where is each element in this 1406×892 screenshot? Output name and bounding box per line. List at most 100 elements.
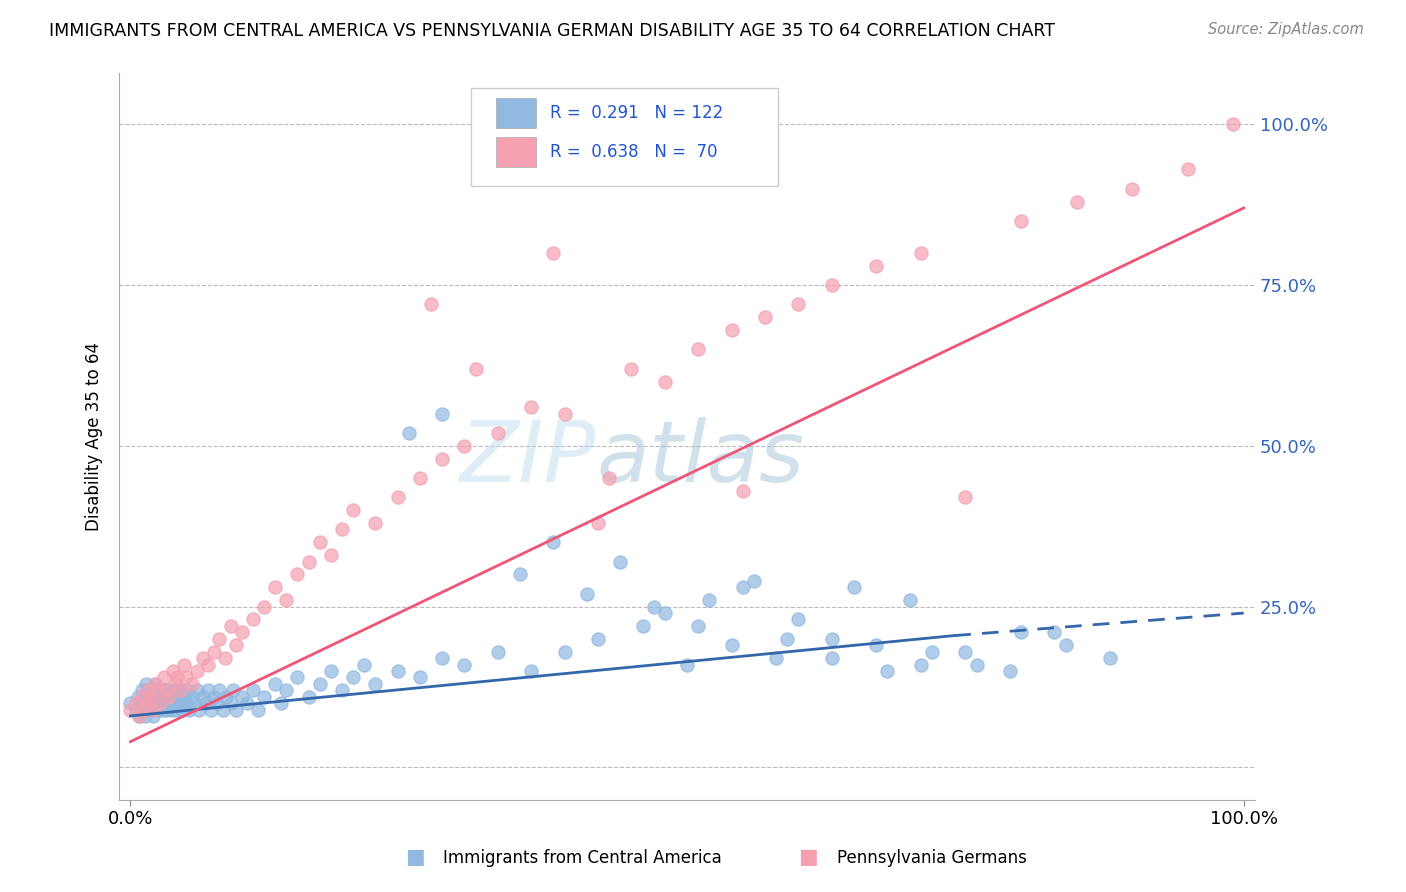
Point (179, 702, 201, 716)
Point (142, 709, 165, 723)
Point (387, 664, 409, 678)
Point (430, 651, 453, 665)
Point (787, 297, 810, 311)
Point (742, 574, 765, 588)
Point (253, 690, 276, 704)
Point (387, 491, 409, 505)
Point (297, 690, 319, 704)
Point (910, 246, 932, 260)
Y-axis label: Disability Age 35 to 64: Disability Age 35 to 64 (86, 342, 103, 531)
Point (1066, 194, 1088, 209)
Text: ZIP: ZIP (460, 417, 596, 500)
Point (208, 632, 231, 646)
Point (183, 696, 205, 710)
Point (120, 702, 142, 716)
Point (409, 471, 432, 485)
Point (276, 593, 298, 607)
Point (308, 677, 330, 691)
Point (174, 670, 197, 684)
Point (264, 580, 287, 594)
Point (720, 638, 742, 652)
Point (966, 657, 988, 672)
Point (202, 645, 225, 659)
Point (131, 690, 153, 704)
Point (136, 683, 159, 698)
Point (143, 677, 166, 691)
Point (162, 690, 184, 704)
Point (180, 690, 202, 704)
Point (136, 683, 159, 698)
Point (125, 702, 148, 716)
FancyBboxPatch shape (496, 98, 536, 128)
Point (166, 690, 188, 704)
Point (163, 683, 186, 698)
Point (225, 702, 247, 716)
Point (453, 657, 475, 672)
Point (543, 535, 565, 549)
Point (136, 696, 159, 710)
Point (688, 619, 710, 633)
Point (342, 503, 364, 517)
Point (148, 702, 170, 716)
Point (308, 535, 330, 549)
Point (160, 702, 183, 716)
Point (297, 555, 319, 569)
Point (186, 683, 208, 698)
Point (554, 645, 576, 659)
Point (135, 677, 157, 691)
Point (330, 523, 353, 537)
Point (270, 696, 292, 710)
Point (125, 696, 148, 710)
Point (643, 599, 665, 614)
Point (215, 690, 238, 704)
Point (1043, 625, 1066, 640)
Text: Immigrants from Central America: Immigrants from Central America (443, 849, 721, 867)
Point (586, 516, 609, 530)
Point (219, 696, 242, 710)
Point (921, 645, 943, 659)
Point (222, 683, 245, 698)
Point (153, 670, 176, 684)
Point (155, 683, 177, 698)
Point (720, 323, 742, 337)
Text: atlas: atlas (596, 417, 804, 500)
Point (575, 587, 598, 601)
Point (898, 593, 921, 607)
Point (1054, 638, 1077, 652)
Point (143, 702, 166, 716)
Point (169, 683, 191, 698)
Point (153, 702, 176, 716)
Point (145, 690, 167, 704)
Point (150, 696, 173, 710)
Point (148, 683, 170, 698)
Point (136, 696, 159, 710)
Point (142, 690, 165, 704)
Point (631, 619, 654, 633)
Point (156, 702, 179, 716)
Point (131, 683, 153, 698)
Point (342, 670, 364, 684)
Point (231, 690, 253, 704)
Point (821, 651, 844, 665)
Point (910, 657, 932, 672)
Point (191, 651, 214, 665)
Point (197, 657, 219, 672)
Point (225, 638, 247, 652)
Point (134, 709, 156, 723)
Point (464, 361, 486, 376)
Point (598, 471, 620, 485)
Text: ■: ■ (799, 847, 818, 867)
Point (699, 593, 721, 607)
Point (142, 702, 165, 716)
Point (208, 683, 231, 698)
Point (157, 690, 180, 704)
Point (136, 702, 159, 716)
Point (865, 259, 887, 273)
Point (554, 407, 576, 421)
Point (180, 677, 202, 691)
Text: R =  0.291   N = 122: R = 0.291 N = 122 (550, 104, 723, 122)
Point (1010, 214, 1032, 228)
Point (754, 310, 776, 325)
Point (173, 657, 195, 672)
Point (688, 343, 710, 357)
